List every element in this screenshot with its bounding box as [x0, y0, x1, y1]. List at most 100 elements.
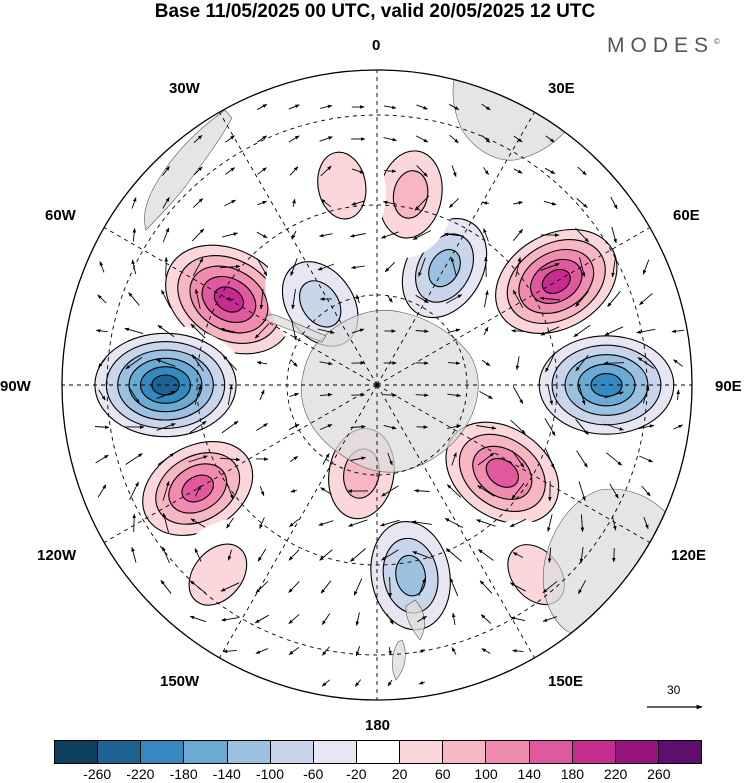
wind-vector — [194, 485, 202, 497]
wind-vector — [637, 357, 655, 369]
wind-vector — [450, 257, 457, 277]
wind-vector — [483, 228, 489, 242]
wind-vector — [447, 424, 462, 429]
lon-label-30e: 30E — [548, 80, 575, 97]
wind-vector — [384, 169, 397, 173]
wind-vector — [132, 513, 136, 532]
wind-vector — [611, 515, 617, 531]
lon-label-0: 0 — [372, 37, 381, 54]
wind-vector — [289, 392, 300, 398]
wind-vector — [415, 329, 429, 333]
wind-vector — [162, 512, 170, 533]
wind-vector — [319, 136, 333, 142]
wind-vector — [483, 326, 489, 336]
lon-label-60e: 60E — [673, 207, 700, 224]
wind-vector — [289, 456, 299, 462]
wind-vector — [609, 483, 619, 499]
wind-vector — [227, 549, 232, 561]
wind-vector — [540, 326, 560, 336]
wind-vector — [575, 419, 589, 436]
wind-vector — [97, 484, 107, 498]
wind-vector — [157, 324, 175, 338]
wind-vector — [515, 256, 522, 277]
wind-vector — [288, 549, 300, 561]
wind-vector — [221, 420, 239, 434]
wind-vector — [642, 386, 650, 404]
wind-vector — [575, 354, 589, 372]
wind-vector — [256, 361, 268, 365]
wind-vector — [383, 393, 397, 397]
wind-vector — [476, 425, 497, 430]
colorbar — [54, 740, 702, 764]
wind-vector — [189, 580, 207, 594]
wind-vector — [259, 517, 265, 529]
wind-vector — [575, 291, 589, 308]
lon-label-150e: 150E — [548, 673, 584, 690]
lon-label-180: 180 — [365, 717, 391, 734]
wind-vector — [291, 289, 296, 310]
wind-vector — [219, 457, 241, 462]
new-zealand-south-land — [392, 639, 406, 681]
wind-vector — [290, 489, 298, 493]
wind-vector — [509, 518, 527, 528]
wind-vector — [321, 679, 331, 687]
wind-vector — [451, 165, 457, 178]
wind-vector — [322, 453, 330, 465]
colorbar-swatch — [658, 741, 702, 763]
wind-vector — [576, 450, 588, 468]
wind-vector — [226, 482, 234, 500]
wind-vector — [162, 166, 170, 176]
wind-vector — [191, 228, 205, 242]
wind-vector — [575, 227, 589, 243]
wind-vector — [446, 548, 462, 562]
wind-vector — [194, 547, 202, 562]
wind-vector — [449, 134, 459, 144]
wind-vector — [256, 258, 268, 277]
wind-vector — [219, 264, 241, 269]
wind-vector — [676, 389, 680, 401]
wind-vector — [447, 328, 461, 334]
wind-vector — [451, 612, 456, 625]
wind-vector — [289, 166, 299, 176]
wind-vector — [386, 613, 394, 625]
wind-vector — [291, 321, 297, 341]
wind-vector — [604, 326, 624, 336]
wind-vector — [288, 135, 300, 143]
wind-vector — [256, 231, 268, 239]
wind-vector — [418, 577, 426, 596]
wind-vector — [222, 355, 238, 371]
wind-vector — [190, 323, 206, 339]
colorbar-swatch — [55, 741, 99, 763]
lon-label-90e: 90E — [715, 378, 742, 395]
map-border — [61, 69, 693, 701]
wind-vector — [354, 679, 362, 687]
wind-vector — [254, 323, 270, 339]
wind-vector — [351, 328, 365, 334]
wind-vector — [540, 263, 560, 271]
wind-vector — [319, 424, 333, 430]
wind-vector — [319, 233, 333, 238]
wind-vector — [291, 230, 297, 240]
wind-vector — [479, 391, 493, 399]
wind-vector — [288, 613, 300, 625]
wind-vector — [411, 520, 432, 525]
wind-vector — [418, 257, 426, 277]
wind-vector — [510, 419, 526, 435]
wind-vector — [415, 135, 429, 143]
map-title: Base 11/05/2025 00 UTC, valid 20/05/2025… — [154, 1, 596, 22]
wind-vector — [418, 680, 426, 685]
colorbar-swatch — [529, 741, 573, 763]
wind-vector — [350, 265, 365, 270]
wind-vector — [477, 452, 495, 466]
lon-label-120e: 120E — [671, 547, 707, 564]
wind-vectors — [94, 103, 685, 687]
wind-vector — [257, 167, 267, 175]
wind-vector — [512, 289, 524, 309]
wind-vector — [132, 228, 137, 242]
wind-vector — [162, 546, 170, 564]
wind-vector — [192, 198, 204, 208]
wind-vector — [259, 288, 264, 310]
wind-vector — [222, 232, 239, 238]
wind-vector — [483, 290, 489, 308]
